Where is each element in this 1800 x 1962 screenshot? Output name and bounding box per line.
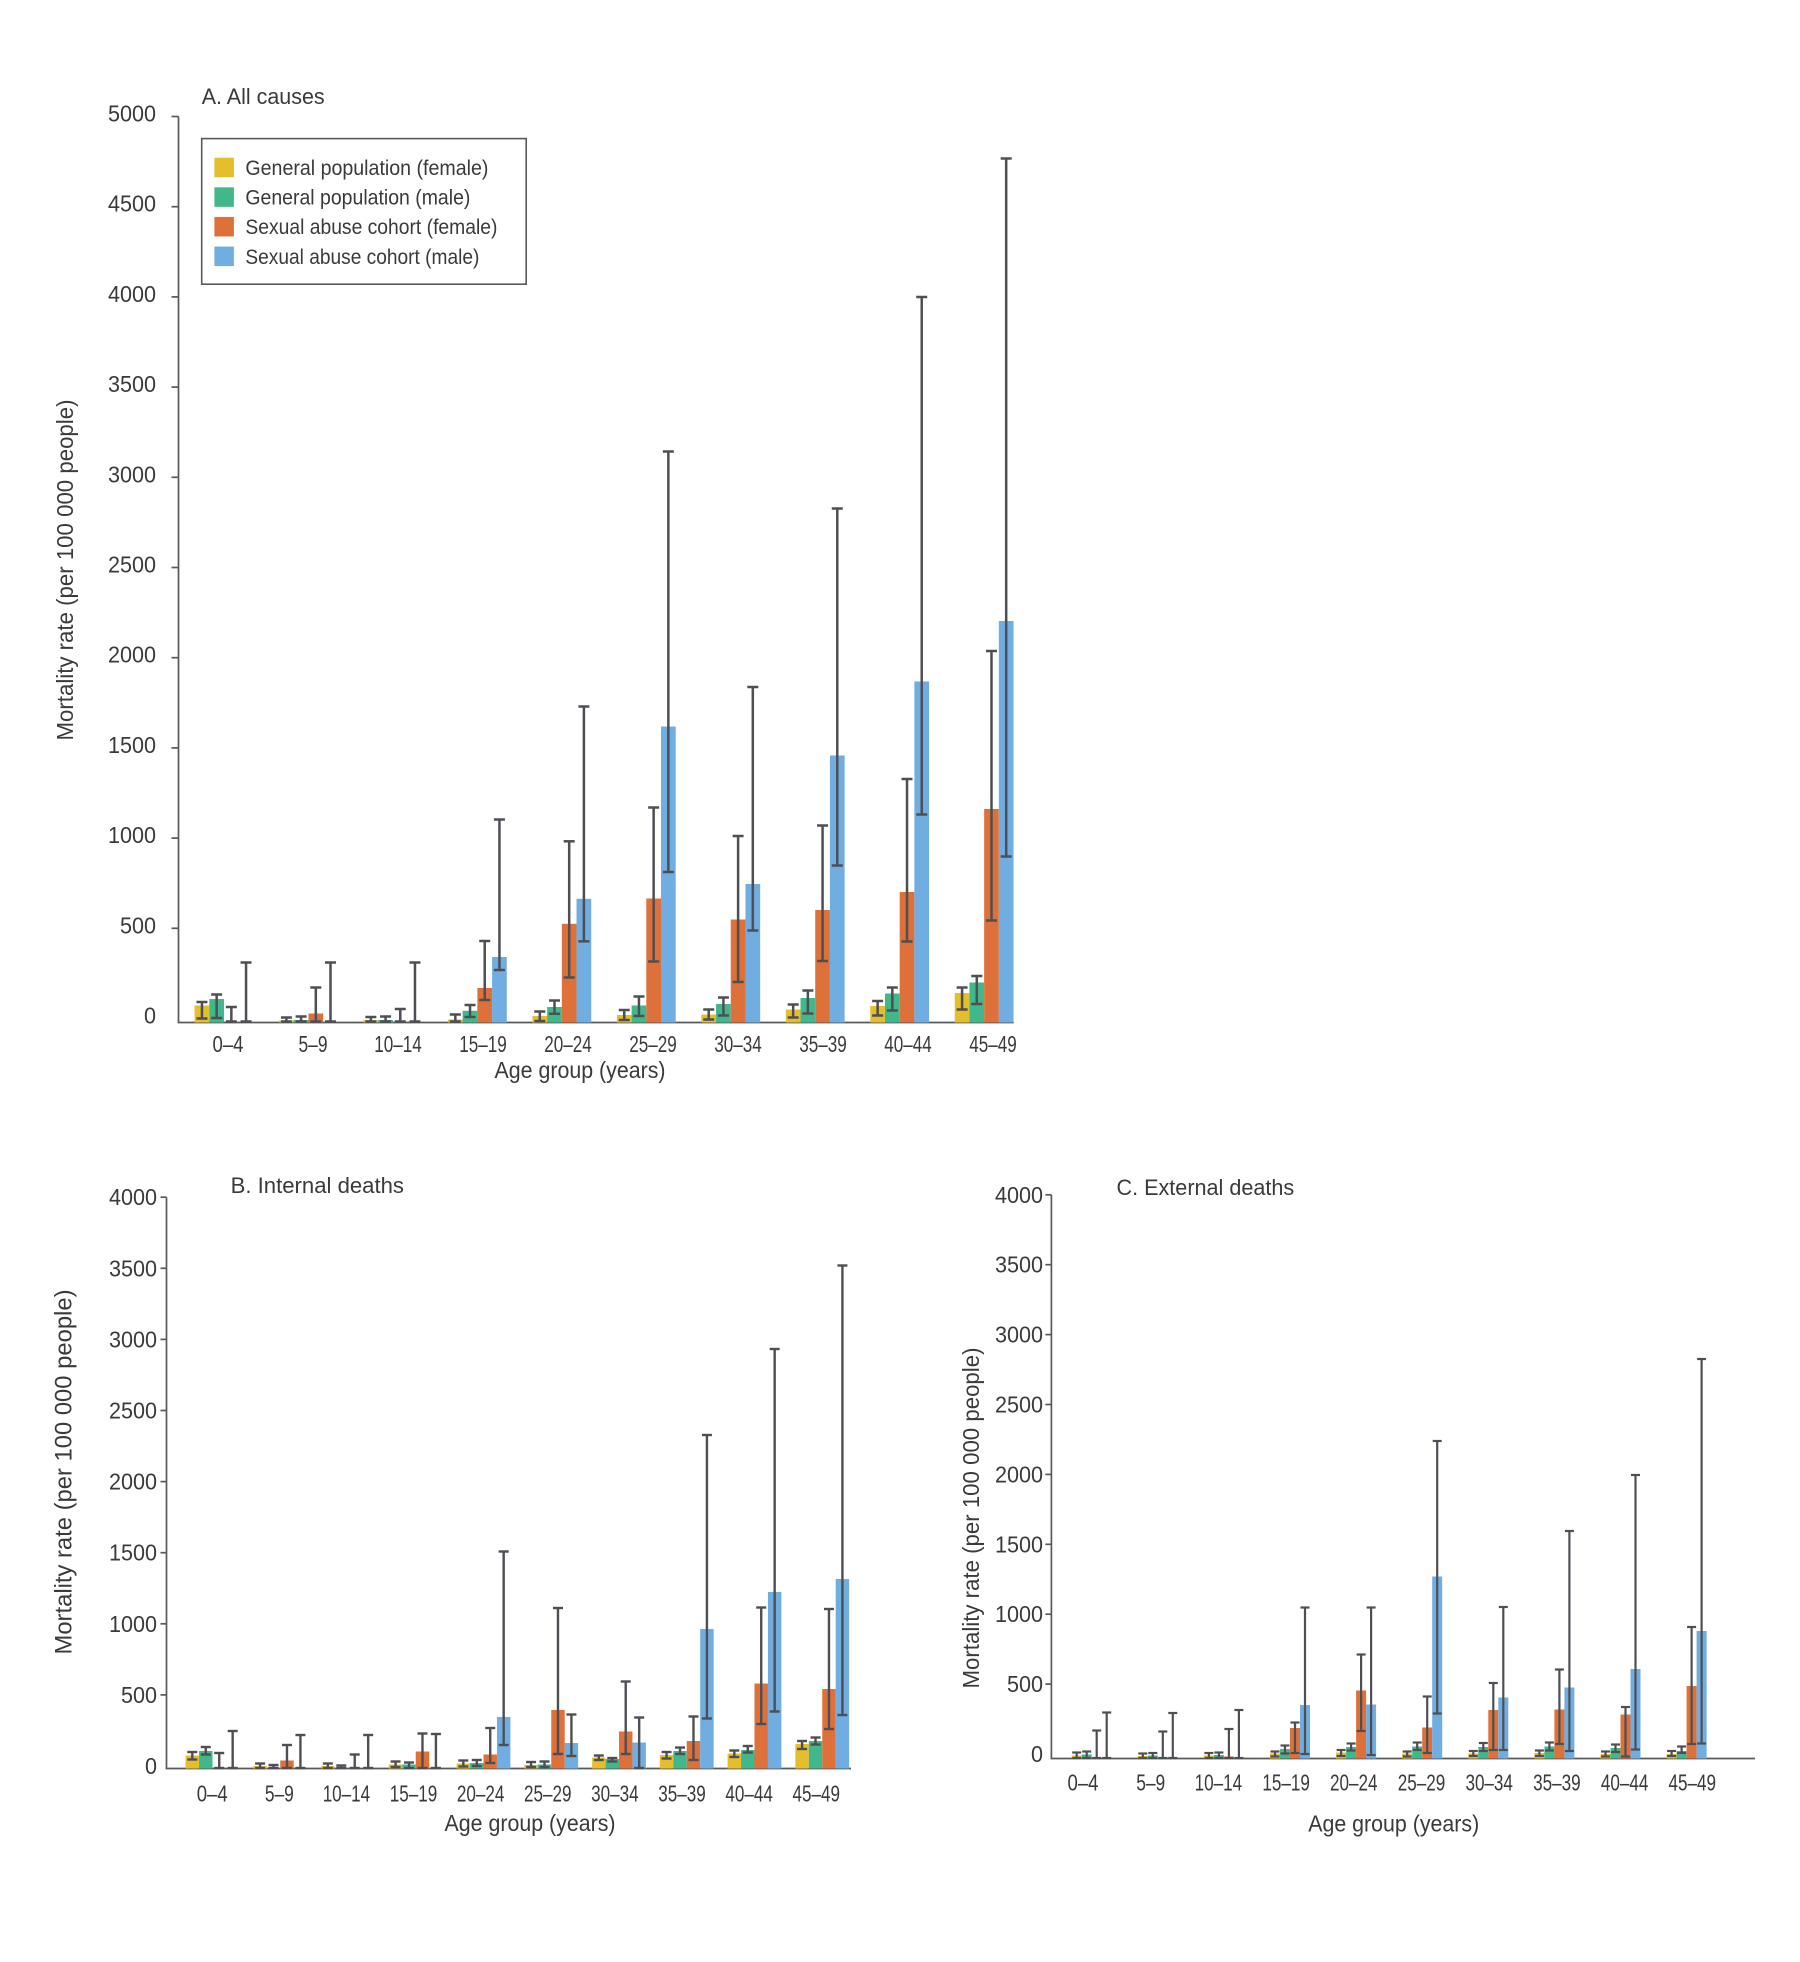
svg-text:10–14: 10–14 [323, 1781, 371, 1807]
svg-text:40–44: 40–44 [725, 1781, 773, 1807]
svg-text:15–19: 15–19 [390, 1781, 438, 1807]
svg-text:0–4: 0–4 [197, 1781, 228, 1807]
svg-text:3000: 3000 [108, 461, 156, 487]
svg-text:3000: 3000 [109, 1326, 157, 1352]
svg-text:Age group (years): Age group (years) [495, 1057, 666, 1083]
svg-text:25–29: 25–29 [1398, 1770, 1446, 1796]
svg-text:2500: 2500 [109, 1398, 157, 1424]
svg-text:Age group (years): Age group (years) [445, 1810, 616, 1836]
svg-text:10–14: 10–14 [374, 1031, 422, 1057]
svg-text:3500: 3500 [995, 1252, 1043, 1278]
svg-text:B. Internal deaths: B. Internal deaths [231, 1173, 404, 1198]
svg-text:0: 0 [145, 1753, 157, 1779]
svg-text:45–49: 45–49 [793, 1781, 841, 1807]
svg-text:1500: 1500 [995, 1531, 1043, 1557]
svg-text:Mortality rate (per 100 000 pe: Mortality rate (per 100 000 people) [52, 400, 78, 741]
svg-text:45–49: 45–49 [969, 1031, 1017, 1057]
svg-text:C. External deaths: C. External deaths [1117, 1175, 1295, 1200]
svg-text:0: 0 [1031, 1741, 1043, 1767]
svg-text:4000: 4000 [995, 1182, 1043, 1208]
svg-text:Age group (years): Age group (years) [1308, 1811, 1479, 1837]
svg-text:20–24: 20–24 [1330, 1770, 1378, 1796]
svg-text:40–44: 40–44 [884, 1031, 932, 1057]
svg-text:35–39: 35–39 [658, 1781, 706, 1807]
svg-text:25–29: 25–29 [629, 1031, 677, 1057]
svg-text:3500: 3500 [108, 371, 156, 397]
svg-text:1500: 1500 [109, 1540, 157, 1566]
svg-text:45–49: 45–49 [1669, 1770, 1717, 1796]
svg-text:5–9: 5–9 [1136, 1770, 1165, 1796]
svg-text:15–19: 15–19 [1262, 1770, 1310, 1796]
svg-text:500: 500 [120, 912, 156, 938]
svg-text:3500: 3500 [109, 1255, 157, 1281]
svg-text:3000: 3000 [995, 1322, 1043, 1348]
svg-text:4500: 4500 [108, 191, 156, 217]
svg-text:15–19: 15–19 [459, 1031, 507, 1057]
svg-text:500: 500 [121, 1682, 157, 1708]
svg-text:1000: 1000 [108, 822, 156, 848]
svg-text:Mortality rate (per 100 000 pe: Mortality rate (per 100 000 people) [51, 1290, 78, 1655]
svg-text:1000: 1000 [995, 1601, 1043, 1627]
svg-text:2000: 2000 [995, 1461, 1043, 1487]
svg-text:2500: 2500 [108, 552, 156, 578]
svg-text:A. All causes: A. All causes [202, 84, 325, 109]
svg-text:30–34: 30–34 [714, 1031, 762, 1057]
svg-text:4000: 4000 [108, 281, 156, 307]
svg-text:0: 0 [144, 1003, 156, 1029]
svg-text:25–29: 25–29 [524, 1781, 572, 1807]
svg-text:Sexual abuse cohort (female): Sexual abuse cohort (female) [245, 216, 497, 239]
svg-text:General population (female): General population (female) [245, 157, 488, 180]
svg-text:2500: 2500 [995, 1392, 1043, 1418]
svg-text:30–34: 30–34 [591, 1781, 639, 1807]
svg-text:5–9: 5–9 [299, 1031, 328, 1057]
svg-text:5–9: 5–9 [265, 1781, 294, 1807]
svg-text:500: 500 [1007, 1671, 1043, 1697]
svg-text:Sexual abuse cohort (male): Sexual abuse cohort (male) [245, 246, 479, 269]
svg-text:35–39: 35–39 [1533, 1770, 1581, 1796]
svg-text:0–4: 0–4 [1068, 1770, 1099, 1796]
svg-text:2000: 2000 [108, 642, 156, 668]
svg-text:4000: 4000 [109, 1184, 157, 1210]
svg-text:30–34: 30–34 [1465, 1770, 1513, 1796]
svg-text:1000: 1000 [109, 1611, 157, 1637]
svg-text:1500: 1500 [108, 732, 156, 758]
svg-text:Mortality rate (per 100 000 pe: Mortality rate (per 100 000 people) [958, 1348, 984, 1689]
svg-text:35–39: 35–39 [799, 1031, 847, 1057]
svg-text:20–24: 20–24 [457, 1781, 505, 1807]
svg-text:10–14: 10–14 [1195, 1770, 1243, 1796]
svg-text:General population (male): General population (male) [245, 187, 470, 210]
svg-text:5000: 5000 [108, 101, 156, 127]
svg-text:2000: 2000 [109, 1469, 157, 1495]
svg-text:40–44: 40–44 [1601, 1770, 1649, 1796]
svg-text:0–4: 0–4 [213, 1031, 244, 1057]
svg-text:20–24: 20–24 [544, 1031, 592, 1057]
